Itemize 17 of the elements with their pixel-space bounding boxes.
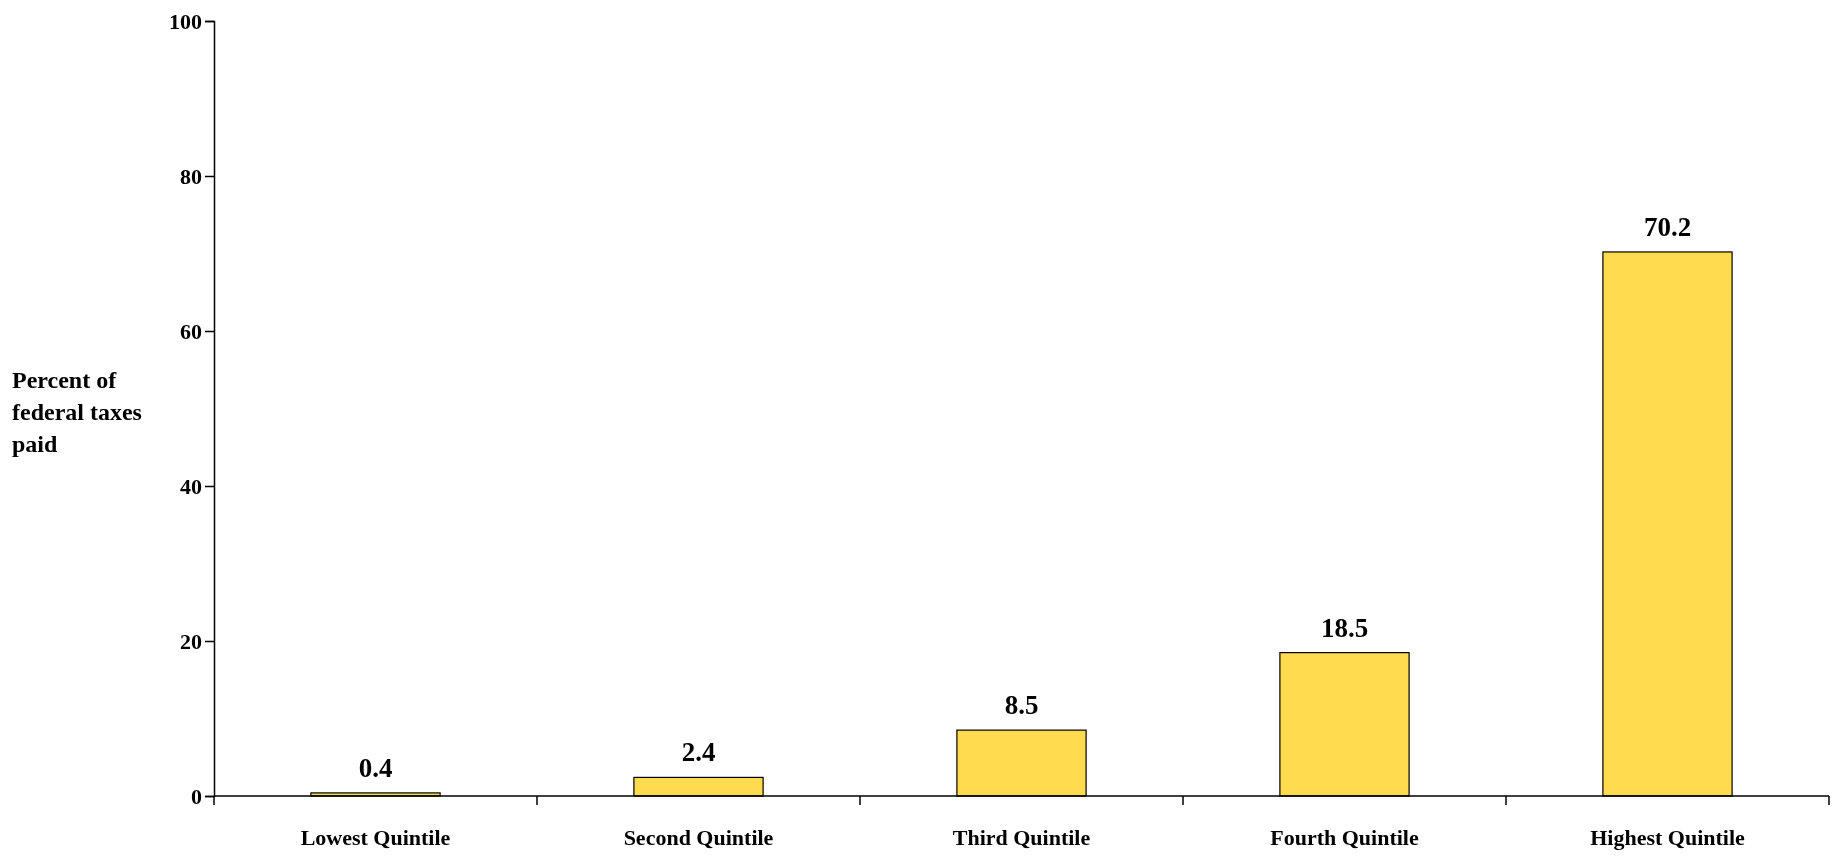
x-tick-label: Lowest Quintile: [300, 825, 451, 850]
data-label: 2.4: [681, 737, 716, 768]
x-tick-label: Fourth Quintile: [1270, 825, 1419, 850]
x-tick-label: Highest Quintile: [1590, 825, 1746, 850]
y-tick-label: 100: [169, 8, 202, 34]
y-tick-label: 80: [180, 163, 202, 189]
x-tick-label: Third Quintile: [952, 825, 1091, 850]
data-label: 70.2: [1643, 211, 1692, 242]
data-label: 8.5: [1004, 690, 1039, 721]
y-tick-label: 60: [180, 318, 202, 344]
y-axis-title: Percent of federal taxes paid: [12, 367, 142, 457]
x-tick-label: Second Quintile: [623, 825, 774, 850]
data-label: 0.4: [358, 752, 393, 783]
y-tick-label: 0: [191, 783, 202, 809]
data-label: 18.5: [1320, 612, 1369, 643]
y-tick-label: 20: [180, 628, 202, 654]
y-tick-label: 40: [180, 473, 202, 499]
